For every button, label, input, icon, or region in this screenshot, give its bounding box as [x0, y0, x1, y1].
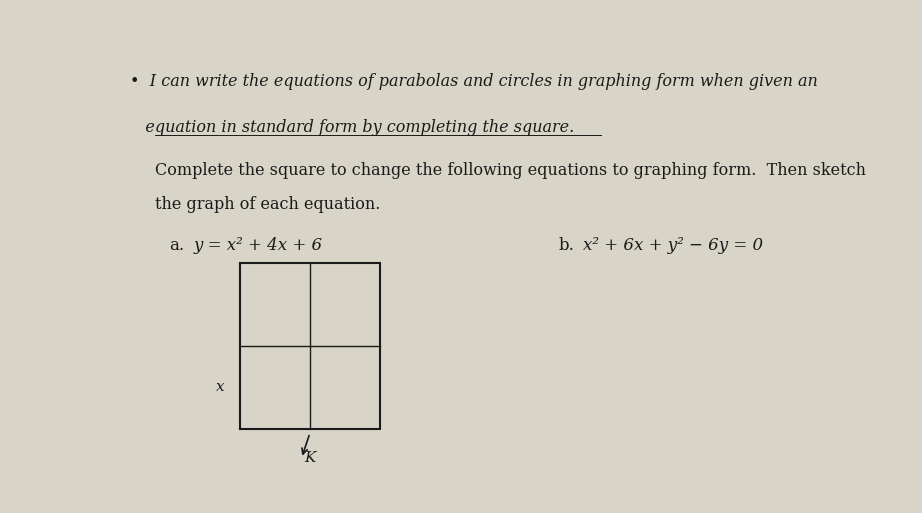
Text: equation in standard form by completing the square.: equation in standard form by completing … — [129, 119, 573, 136]
Text: x: x — [216, 381, 225, 394]
Text: K: K — [304, 450, 315, 465]
Text: b.: b. — [558, 238, 574, 254]
Text: x² + 6x + y² − 6y = 0: x² + 6x + y² − 6y = 0 — [584, 238, 763, 254]
Bar — [241, 263, 380, 429]
Text: Complete the square to change the following equations to graphing form.  Then sk: Complete the square to change the follow… — [155, 162, 866, 179]
Text: a.: a. — [169, 238, 184, 254]
Text: •  I can write the equations of parabolas and circles in graphing form when give: • I can write the equations of parabolas… — [129, 73, 817, 90]
Text: y = x² + 4x + 6: y = x² + 4x + 6 — [194, 238, 323, 254]
Text: the graph of each equation.: the graph of each equation. — [155, 196, 380, 213]
